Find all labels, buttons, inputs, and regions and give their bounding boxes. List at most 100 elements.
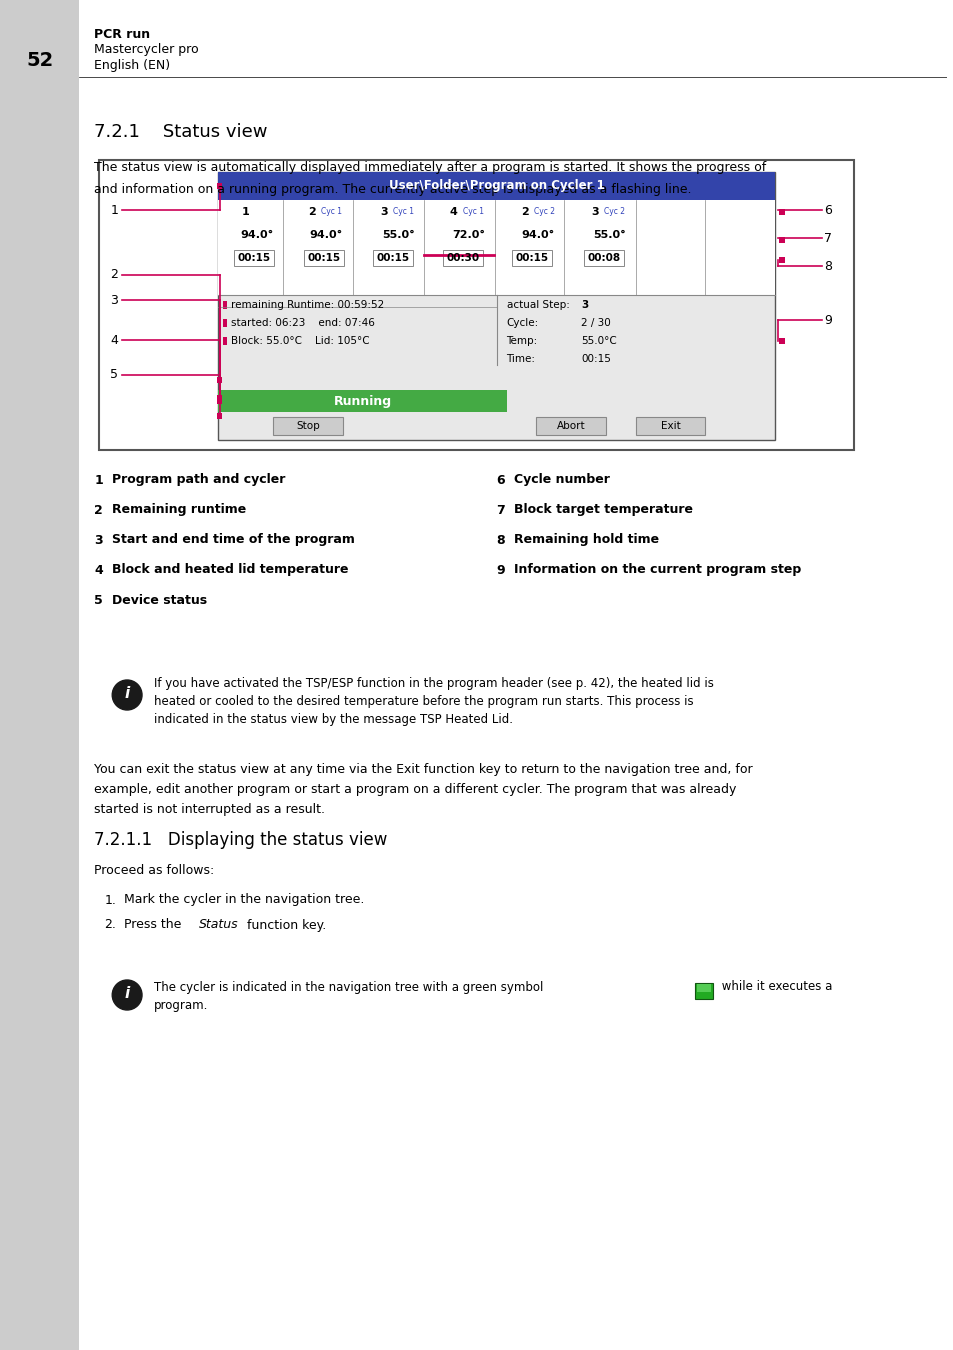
Text: The status view is automatically displayed immediately after a program is starte: The status view is automatically display… — [94, 161, 766, 174]
Text: 4: 4 — [111, 333, 118, 347]
Text: Block and heated lid temperature: Block and heated lid temperature — [112, 563, 349, 576]
Bar — [223, 338, 227, 346]
Bar — [218, 200, 774, 296]
Circle shape — [112, 980, 142, 1010]
Text: 1.: 1. — [104, 894, 116, 906]
Text: 1: 1 — [111, 204, 118, 216]
Text: PCR run: PCR run — [94, 28, 151, 42]
Text: 7: 7 — [497, 504, 505, 517]
Text: 3: 3 — [380, 207, 388, 217]
Text: 7: 7 — [823, 231, 831, 244]
Text: Cyc 2: Cyc 2 — [603, 207, 624, 216]
Bar — [218, 390, 506, 412]
Text: 55.0°C: 55.0°C — [580, 336, 616, 346]
Bar — [218, 171, 774, 200]
Text: 7.2.1    Status view: 7.2.1 Status view — [94, 123, 268, 140]
Text: Status: Status — [198, 918, 238, 932]
Bar — [216, 398, 222, 404]
Text: Press the: Press the — [124, 918, 185, 932]
Text: Mastercycler pro: Mastercycler pro — [94, 43, 199, 57]
Text: remaining Runtime: 00:59:52: remaining Runtime: 00:59:52 — [232, 300, 384, 310]
Bar — [695, 983, 712, 999]
Text: 72.0°: 72.0° — [452, 230, 484, 240]
Text: You can exit the status view at any time via the Exit function key to return to : You can exit the status view at any time… — [94, 764, 752, 776]
Bar — [635, 417, 704, 435]
Text: i: i — [125, 687, 130, 702]
Bar — [0, 0, 79, 1350]
Text: 9: 9 — [823, 313, 831, 327]
Text: Stop: Stop — [295, 421, 319, 431]
Text: 00:15: 00:15 — [237, 252, 271, 263]
Text: Cycle number: Cycle number — [514, 474, 610, 486]
Bar — [512, 250, 552, 266]
Text: 1: 1 — [94, 474, 103, 486]
Text: Information on the current program step: Information on the current program step — [514, 563, 801, 576]
Text: 2: 2 — [94, 504, 103, 517]
Text: program.: program. — [153, 999, 208, 1011]
Text: 6: 6 — [823, 204, 831, 216]
Text: 3: 3 — [590, 207, 598, 217]
Bar — [223, 301, 227, 309]
Text: English (EN): English (EN) — [94, 58, 171, 72]
Text: 7.2.1.1   Displaying the status view: 7.2.1.1 Displaying the status view — [94, 832, 387, 849]
Text: Start and end time of the program: Start and end time of the program — [112, 533, 355, 547]
Text: started is not interrupted as a result.: started is not interrupted as a result. — [94, 803, 325, 817]
Text: 00:30: 00:30 — [446, 252, 478, 263]
Text: 5: 5 — [94, 594, 103, 606]
Text: 00:15: 00:15 — [516, 252, 548, 263]
Text: 8: 8 — [823, 259, 831, 273]
Bar — [778, 238, 783, 243]
Text: 55.0°: 55.0° — [593, 230, 625, 240]
Text: 4: 4 — [450, 207, 457, 217]
Text: and information on a running program. The currently active step is displayed as : and information on a running program. Th… — [94, 182, 691, 196]
Text: The cycler is indicated in the navigation tree with a green symbol: The cycler is indicated in the navigatio… — [153, 980, 543, 994]
Text: Running: Running — [334, 394, 391, 408]
Text: Device status: Device status — [112, 594, 207, 606]
Text: 94.0°: 94.0° — [521, 230, 554, 240]
Text: Cycle:: Cycle: — [506, 319, 538, 328]
Bar — [234, 250, 274, 266]
Text: 5: 5 — [111, 369, 118, 382]
Bar — [223, 319, 227, 327]
Text: 52: 52 — [26, 50, 53, 69]
Text: indicated in the status view by the message TSP Heated Lid.: indicated in the status view by the mess… — [153, 713, 513, 725]
Text: example, edit another program or start a program on a different cycler. The prog: example, edit another program or start a… — [94, 783, 736, 796]
Bar — [304, 250, 343, 266]
Text: Temp:: Temp: — [506, 336, 537, 346]
Text: 94.0°: 94.0° — [240, 230, 274, 240]
Bar — [273, 417, 342, 435]
Bar — [778, 338, 783, 344]
Bar — [99, 161, 853, 450]
Text: 2: 2 — [111, 269, 118, 282]
Text: actual Step:: actual Step: — [506, 300, 569, 310]
Text: Mark the cycler in the navigation tree.: Mark the cycler in the navigation tree. — [124, 894, 364, 906]
Text: 94.0°: 94.0° — [310, 230, 343, 240]
Bar — [536, 417, 605, 435]
Text: User\Folder\Program on Cycler 1: User\Folder\Program on Cycler 1 — [388, 180, 604, 193]
Text: 00:15: 00:15 — [580, 354, 610, 364]
Bar — [583, 250, 623, 266]
Text: function key.: function key. — [243, 918, 326, 932]
Text: 9: 9 — [497, 563, 505, 576]
Text: Remaining runtime: Remaining runtime — [112, 504, 246, 517]
Bar — [218, 171, 774, 440]
Bar — [216, 413, 222, 418]
Bar — [778, 209, 783, 215]
Text: i: i — [125, 987, 130, 1002]
Text: 3: 3 — [580, 300, 588, 310]
Bar — [216, 184, 222, 189]
Text: 2.: 2. — [104, 918, 116, 932]
Bar — [697, 984, 710, 992]
Bar — [442, 250, 482, 266]
Bar — [373, 250, 413, 266]
Text: 8: 8 — [497, 533, 505, 547]
Text: Block target temperature: Block target temperature — [514, 504, 693, 517]
Text: Cyc 1: Cyc 1 — [462, 207, 483, 216]
Text: Remaining hold time: Remaining hold time — [514, 533, 659, 547]
Text: If you have activated the TSP/ESP function in the program header (see p. 42), th: If you have activated the TSP/ESP functi… — [153, 676, 713, 690]
Text: Program path and cycler: Program path and cycler — [112, 474, 285, 486]
Bar — [778, 256, 783, 263]
Text: while it executes a: while it executes a — [718, 980, 832, 994]
Text: Cyc 1: Cyc 1 — [320, 207, 341, 216]
Text: Abort: Abort — [557, 421, 585, 431]
